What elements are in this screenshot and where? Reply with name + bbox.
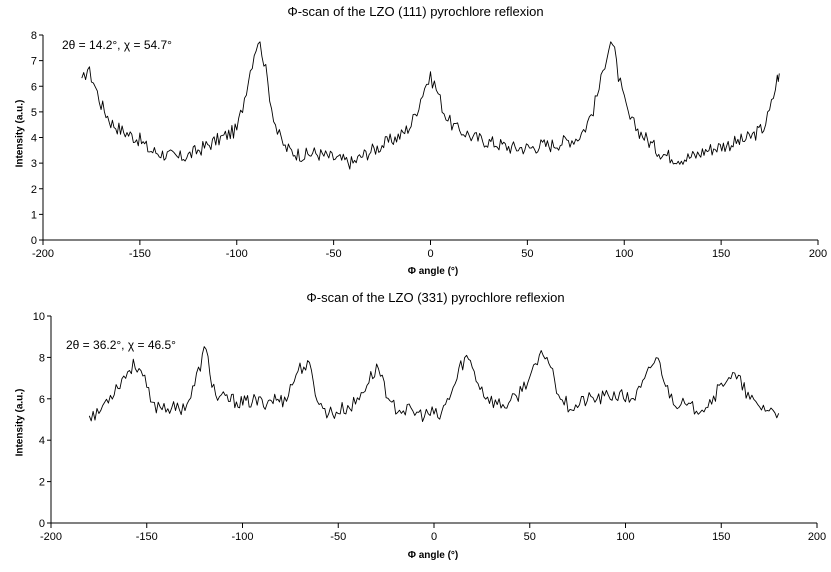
y-tick-label: 4 xyxy=(39,435,45,447)
chart-annotation-top: 2θ = 14.2°, χ = 54.7° xyxy=(62,38,172,52)
x-tick-label: 0 xyxy=(431,531,437,543)
y-tick-label: 0 xyxy=(31,235,37,247)
x-axis-label-top: Φ angle (°) xyxy=(407,266,459,277)
x-tick-label: 50 xyxy=(521,248,533,260)
x-tick-label: -100 xyxy=(231,531,253,543)
x-tick-label: 150 xyxy=(712,248,730,260)
y-tick-label: 2 xyxy=(31,184,37,196)
y-tick-label: 8 xyxy=(39,352,45,364)
chart-panel-bottom: Φ-scan of the LZO (331) pyrochlore refle… xyxy=(0,286,831,572)
y-tick-label: 10 xyxy=(33,311,45,323)
data-series-line xyxy=(88,346,780,423)
y-tick-label: 1 xyxy=(31,209,37,221)
y-tick-label: 6 xyxy=(39,394,45,406)
y-tick-label: 4 xyxy=(31,133,37,145)
x-tick-label: 150 xyxy=(712,531,730,543)
y-tick-label: 3 xyxy=(31,158,37,170)
y-tick-label: 2 xyxy=(39,477,45,489)
x-tick-label: 50 xyxy=(524,531,536,543)
chart-title-bottom: Φ-scan of the LZO (331) pyrochlore refle… xyxy=(306,290,565,305)
x-tick-label: -150 xyxy=(136,531,158,543)
x-axis-label-bottom: Φ angle (°) xyxy=(407,550,459,561)
chart-title-top: Φ-scan of the LZO (111) pyrochlore refle… xyxy=(287,4,544,19)
chart-panel-top: Φ-scan of the LZO (111) pyrochlore refle… xyxy=(15,4,828,277)
x-tick-label: -150 xyxy=(129,248,151,260)
y-tick-label: 7 xyxy=(31,56,37,68)
x-tick-label: -100 xyxy=(226,248,248,260)
y-tick-label: 8 xyxy=(31,30,37,42)
chart-plot-top: -200 -150 -100 -50 0 50 100 150 200 0 1 2 3 4 5 6 7 8 xyxy=(31,30,827,260)
y-tick-label: 5 xyxy=(31,107,37,119)
x-tick-label: 100 xyxy=(615,248,633,260)
x-tick-label: 200 xyxy=(808,531,826,543)
y-tick-label: 6 xyxy=(31,81,37,93)
chart-plot-bottom: -200 -150 -100 -50 0 50 100 150 200 0 2 4 6 8 10 xyxy=(33,311,826,543)
x-tick-label: -200 xyxy=(40,531,62,543)
x-tick-label: -50 xyxy=(326,248,342,260)
data-series-line xyxy=(81,41,780,170)
x-tick-label: -50 xyxy=(330,531,346,543)
x-tick-label: -200 xyxy=(32,248,54,260)
x-tick-label: 200 xyxy=(809,248,827,260)
x-tick-label: 0 xyxy=(427,248,433,260)
chart-annotation-bottom: 2θ = 36.2°, χ = 46.5° xyxy=(66,338,176,352)
y-tick-label: 0 xyxy=(39,518,45,530)
x-tick-label: 100 xyxy=(616,531,634,543)
